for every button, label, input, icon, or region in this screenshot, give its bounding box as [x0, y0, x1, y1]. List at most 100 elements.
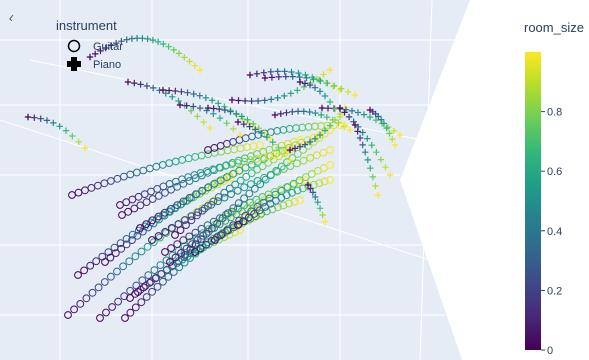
guitar-point: [260, 155, 269, 163]
colorbar-tick-label: 0.6: [547, 166, 562, 178]
piano-point: [257, 129, 265, 137]
guitar-point: [192, 190, 200, 199]
piano-point: [230, 125, 237, 133]
guitar-point: [125, 257, 134, 266]
piano-point: [143, 82, 151, 90]
piano-point: [215, 100, 222, 107]
piano-point: [321, 92, 329, 100]
piano-point: [200, 118, 207, 126]
piano-point: [107, 42, 115, 49]
guitar-point: [191, 228, 200, 237]
piano-point: [309, 189, 317, 196]
guitar-point: [149, 238, 158, 247]
scene-3d[interactable]: ⌐: [0, 0, 471, 360]
piano-point: [366, 113, 374, 121]
guitar-point: [260, 173, 269, 182]
scene-gridline: [419, 0, 433, 360]
guitar-point: [229, 170, 238, 178]
piano-point: [236, 131, 244, 139]
guitar-point: [185, 232, 194, 241]
guitar-point: [267, 171, 275, 180]
guitar-point: [199, 231, 208, 240]
piano-point: [288, 68, 295, 76]
guitar-point: [64, 311, 72, 319]
piano-point: [123, 36, 130, 43]
piano-point: [390, 127, 398, 135]
guitar-point: [138, 276, 147, 285]
guitar-point: [154, 212, 163, 221]
guitar-point: [280, 165, 288, 173]
piano-point: [336, 104, 344, 112]
guitar-point: [204, 183, 213, 192]
piano-point: [301, 80, 309, 87]
piano-point: [375, 113, 382, 120]
guitar-point: [288, 188, 297, 197]
piano-point: [336, 86, 344, 94]
piano-point: [338, 85, 345, 92]
piano-point: [203, 107, 210, 114]
guitar-point: [116, 201, 124, 209]
guitar-point: [94, 283, 103, 292]
scatter-points: [24, 35, 404, 322]
guitar-point: [128, 236, 136, 245]
colorbar-ticks: 0 0.2 0.4 0.6 0.8: [541, 107, 562, 357]
guitar-point: [119, 262, 127, 271]
piano-point: [351, 121, 359, 129]
guitar-point: [293, 150, 302, 158]
piano-point: [254, 97, 262, 105]
guitar-point: [296, 196, 304, 204]
piano-point: [306, 108, 313, 116]
guitar-point: [193, 211, 201, 220]
legend-item-piano[interactable]: Piano: [67, 57, 121, 71]
piano-point: [238, 113, 245, 120]
guitar-point: [245, 189, 254, 198]
guitar-point: [217, 231, 226, 240]
piano-point: [137, 81, 144, 88]
piano-point: [296, 78, 304, 86]
guitar-point: [160, 208, 169, 217]
guitar-point: [204, 227, 213, 236]
guitar-point: [117, 244, 126, 253]
guitar-point: [289, 179, 298, 188]
guitar-point: [163, 265, 171, 274]
guitar-point: [76, 300, 85, 308]
guitar-point: [209, 197, 218, 206]
guitar-point: [240, 183, 249, 192]
piano-point: [323, 114, 331, 121]
piano-point: [208, 97, 216, 104]
piano-point: [97, 47, 104, 55]
piano-point: [227, 108, 234, 115]
piano-point: [181, 54, 188, 61]
piano-point: [362, 149, 369, 156]
piano-point: [318, 104, 326, 112]
legend-item-guitar[interactable]: Guitar: [67, 39, 124, 54]
guitar-point: [311, 122, 319, 131]
guitar-point: [88, 288, 97, 297]
guitar-point: [179, 236, 188, 245]
guitar-point: [167, 244, 176, 253]
piano-point: [316, 88, 324, 95]
piano-point: [304, 181, 312, 189]
piano-point: [360, 111, 368, 118]
guitar-point: [224, 226, 233, 235]
legend[interactable]: instrument Guitar Piano: [56, 18, 123, 71]
piano-point: [346, 126, 354, 134]
guitar-point: [137, 298, 146, 307]
piano-point: [391, 141, 399, 149]
guitar-point: [240, 194, 249, 203]
guitar-point: [247, 160, 256, 169]
piano-point: [386, 130, 393, 137]
guitar-point: [239, 217, 248, 226]
guitar-point: [229, 204, 238, 213]
piano-point: [118, 38, 125, 45]
guitar-point: [157, 270, 166, 278]
guitar-point: [124, 207, 133, 216]
guitar-point: [293, 159, 301, 168]
piano-point: [310, 76, 317, 83]
piano-point: [321, 127, 329, 134]
piano-point: [169, 93, 176, 100]
legend-piano-symbol-icon: [67, 57, 81, 71]
guitar-point: [202, 240, 211, 249]
piano-point: [255, 125, 262, 132]
